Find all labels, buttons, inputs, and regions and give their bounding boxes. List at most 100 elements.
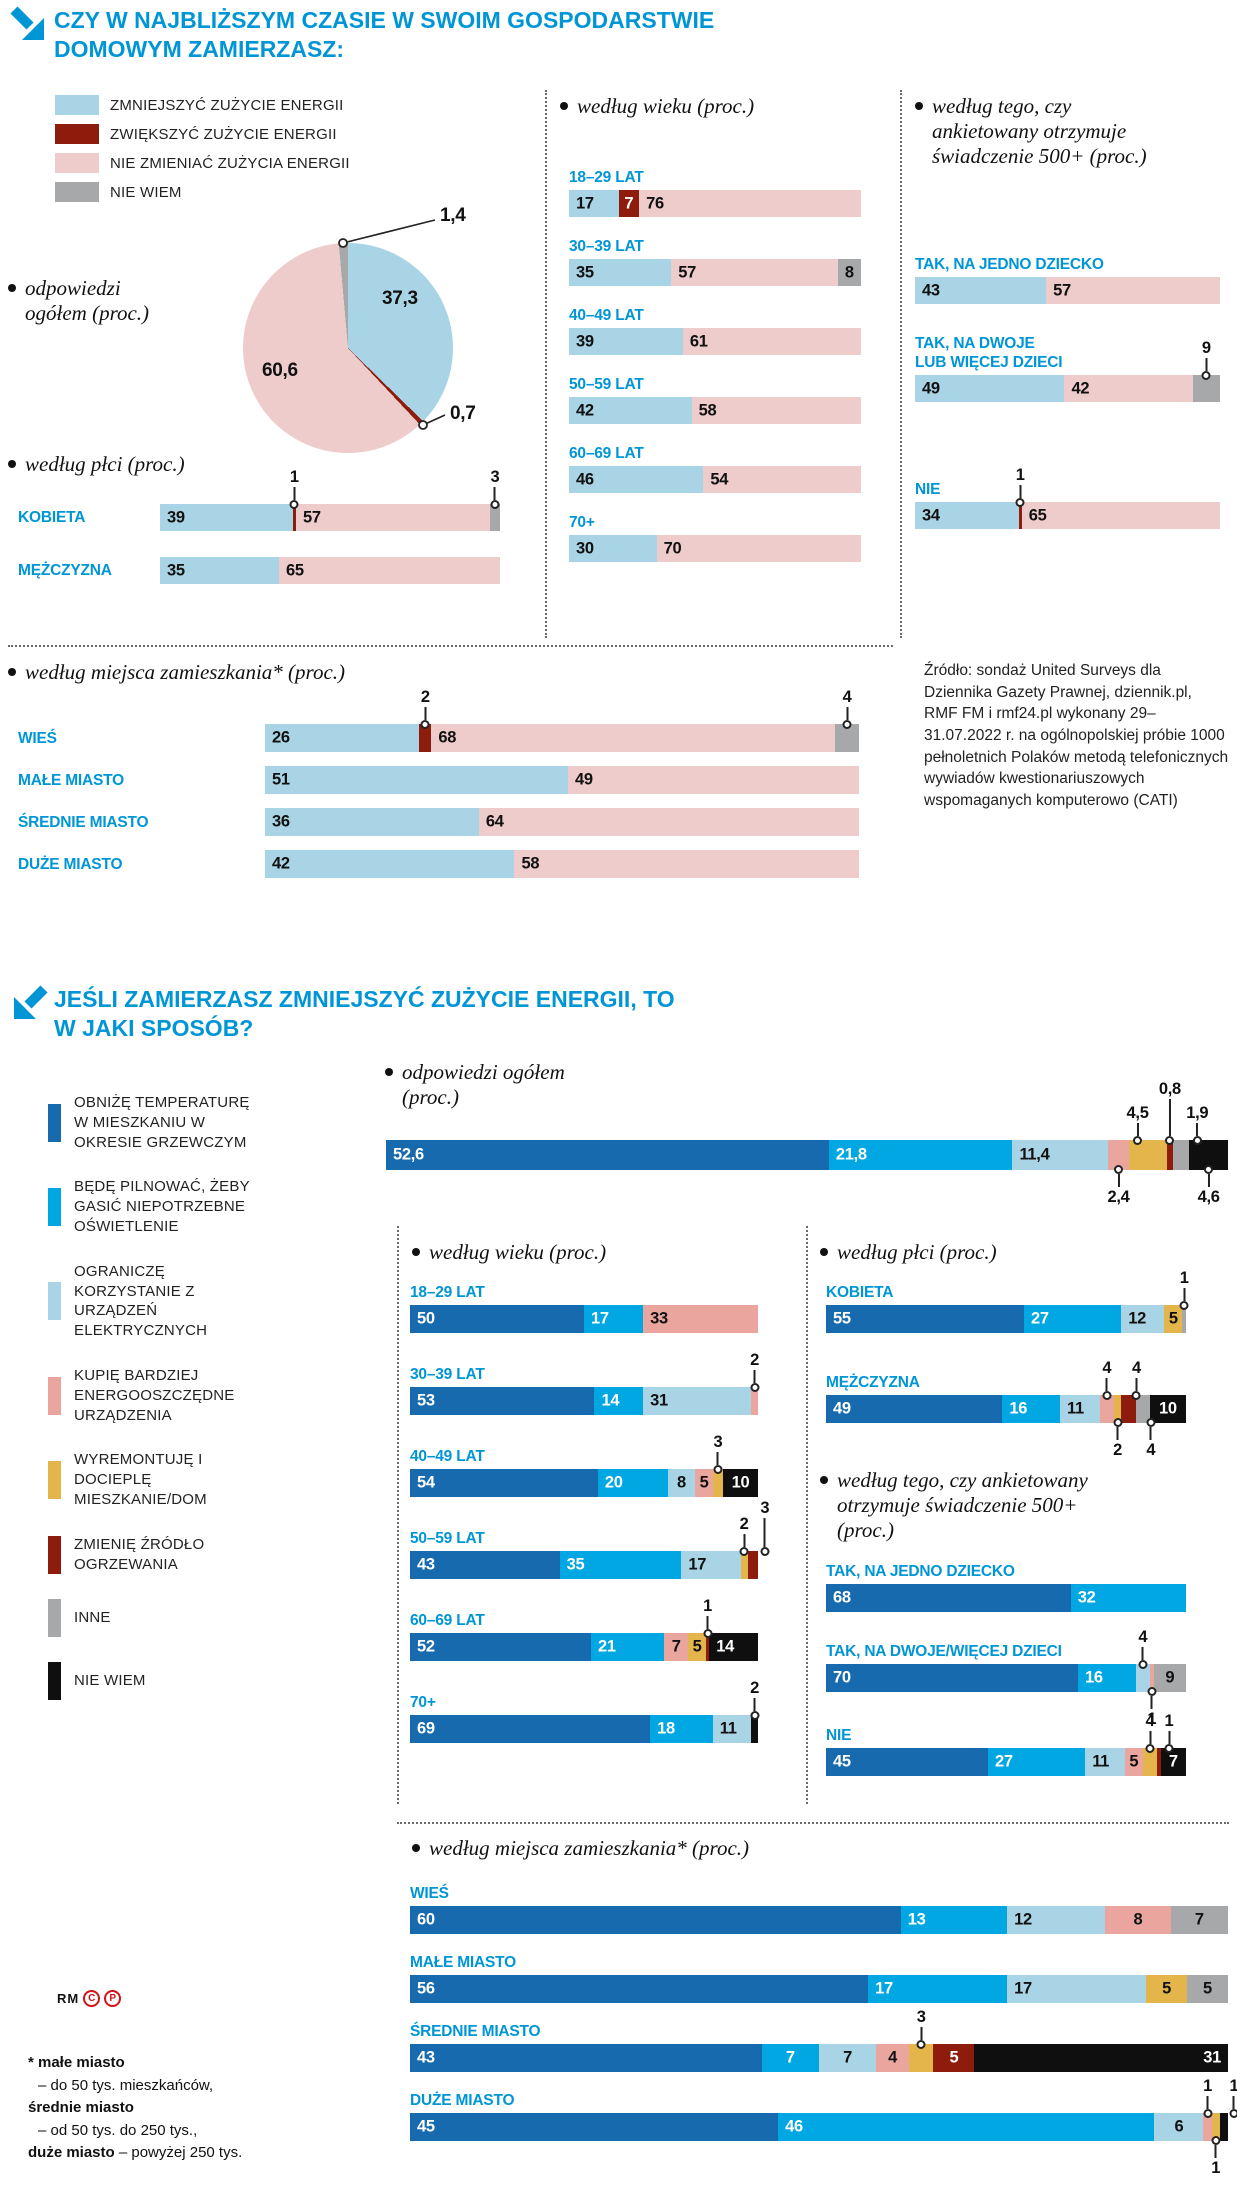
legend-item: ZMIENIĘ ŹRÓDŁO OGRZEWANIA — [48, 1535, 264, 1575]
bar-segment-pink: 65 — [279, 557, 500, 584]
footnote-line: – od 50 tys. do 250 tys., — [38, 2121, 198, 2139]
bar-segment-cyan: 21 — [590, 1633, 665, 1661]
callout: 1 — [289, 467, 299, 509]
callout: 2 — [750, 1678, 760, 1720]
callout-leader-line — [1141, 1647, 1144, 1660]
legend-swatch-red-icon — [55, 124, 99, 144]
bar-label: KOBIETA — [18, 509, 86, 526]
segment-value: 43 — [417, 1555, 435, 1574]
bar-label: DUŻE MIASTO — [410, 2092, 515, 2109]
legend-swatch-red-icon — [48, 1535, 61, 1574]
callout-leader-line — [1168, 1099, 1171, 1136]
legend-label: OBNIŻĘ TEMPERATURĘ W MIESZKANIU W OKRESI… — [74, 1094, 250, 1151]
bullet-icon — [8, 668, 16, 676]
bullet-icon — [385, 1068, 393, 1076]
dotted-divider-horizontal — [8, 645, 893, 647]
callout: 1 — [1179, 1268, 1189, 1310]
segment-value: 31 — [650, 1391, 668, 1410]
callout: 1 — [1211, 2136, 1220, 2179]
chart-row: 60–69 LAT 46 54 — [569, 444, 861, 493]
callout: 4 — [842, 687, 852, 729]
bar-segment-gray: 7 — [1170, 1906, 1228, 1934]
bar-label: 30–39 LAT — [569, 238, 644, 255]
callout-leader-line — [1150, 1696, 1153, 1709]
bullet-icon — [820, 1248, 828, 1256]
callout-marker-icon — [750, 1711, 760, 1720]
bar-track: 43 7 7 4 5 31 3 — [410, 2008, 1228, 2072]
bar-segment-blue: 35 — [160, 557, 279, 584]
bar-segment-navy: 60 — [410, 1906, 901, 1934]
chart-row: MAŁE MIASTO 56 17 17 5 5 — [410, 1953, 1228, 2003]
segment-value: 21,8 — [835, 1145, 867, 1164]
callout-marker-icon — [1204, 1165, 1214, 1174]
bar-segment-blue: 8 — [667, 1469, 696, 1497]
bar-segment-blue: 43 — [915, 277, 1047, 304]
bar-segment-blue: 26 — [265, 724, 420, 752]
chart-wedlug-plci-2: KOBIETA 55 27 12 5 1 MĘŻCZYZNA 49 16 11 10 4 2 4 4 — [826, 1269, 1189, 1458]
heading-text: według miejsca zamieszkania* (proc.) — [429, 1836, 750, 1860]
segment-value: 49 — [574, 770, 593, 789]
callout-leader-line — [1116, 1427, 1119, 1440]
segment-value: 7 — [671, 1637, 681, 1656]
bar-track: 56 17 17 5 5 — [410, 1975, 1228, 2003]
callout-marker-icon — [1102, 1391, 1112, 1400]
callout-marker-icon — [1229, 2109, 1237, 2118]
bar-track: 52,6 21,8 11,4 2,4 4,5 0,8 1,9 4,6 — [386, 1080, 1228, 1205]
bar-label: ŚREDNIE MIASTO — [410, 2023, 541, 2040]
callout-value: 1 — [1164, 1711, 1174, 1730]
chart-row: 70+ 69 18 11 2 — [410, 1679, 759, 1743]
callout: 4,5 — [1127, 1103, 1149, 1145]
callout: 1 — [1203, 2076, 1212, 2118]
bar-track: 70 16 9 4 1 — [826, 1628, 1186, 1727]
bar-segment-blue: 30 — [569, 535, 657, 562]
bar-segment-pink: 49 — [567, 766, 859, 794]
bar-track: 42 58 — [569, 397, 861, 424]
dotted-divider-vertical — [806, 1226, 808, 1804]
callout: 4 — [1131, 1358, 1141, 1400]
callout-leader-line — [1207, 1174, 1210, 1187]
callout-value: 1 — [1211, 2159, 1221, 2177]
chart-row: MĘŻCZYZNA 49 16 11 10 4 2 4 4 — [826, 1359, 1186, 1458]
segment-value: 16 — [1085, 1668, 1103, 1687]
callout-value: 2 — [1113, 1441, 1123, 1459]
bar-label: KOBIETA — [826, 1284, 894, 1301]
bar-track: 54 20 8 5 10 3 — [410, 1433, 758, 1497]
callout-value: 4 — [1138, 1627, 1148, 1646]
heading-wedlug-plci-1: według płci (proc.) — [8, 452, 308, 477]
chart-500plus-1: TAK, NA JEDNO DZIECKO 43 57 TAK, NA DWOJE L… — [915, 255, 1220, 529]
bar-track: 53 14 31 2 — [410, 1351, 759, 1415]
chart-row: TAK, NA DWOJE LUB WIĘCEJ DZIECI 49 42 9 — [915, 334, 1220, 402]
bar-segment-gray: 8 — [837, 259, 861, 286]
bar-track: 39 61 — [569, 328, 861, 355]
bar-label: MAŁE MIASTO — [18, 771, 125, 789]
bar-segment-salmon — [1203, 2113, 1212, 2141]
bar-segment-navy: 52 — [410, 1633, 591, 1661]
callout: 2 — [750, 1350, 759, 1392]
segment-value: 26 — [272, 728, 290, 747]
heading-miejsce-1: według miejsca zamieszkania* (proc.) — [8, 660, 528, 685]
segment-value: 11,4 — [1019, 1145, 1050, 1164]
legend-label: ZWIĘKSZYĆ ZUŻYCIE ENERGII — [110, 125, 337, 143]
bar-segment-salmon: 7 — [664, 1633, 689, 1661]
callout-marker-icon — [842, 720, 852, 729]
bar-label: 50–59 LAT — [410, 1530, 485, 1547]
section-arrow-icon — [14, 985, 48, 1019]
callout-leader-line — [1135, 1378, 1138, 1391]
bar-segment-blue: 42 — [265, 850, 515, 878]
callout-value: 4 — [1145, 1711, 1155, 1730]
bar-label: 50–59 LAT — [569, 376, 644, 393]
bar-segment-blue: 12 — [1121, 1305, 1165, 1333]
bar-segment-navy: 43 — [410, 2044, 762, 2072]
segment-value: 36 — [272, 812, 290, 831]
callout-leader-line — [1019, 485, 1022, 498]
segment-value: 58 — [521, 854, 540, 873]
bar-segment-navy: 52,6 — [386, 1140, 829, 1170]
bar-track: 50 17 33 — [410, 1305, 758, 1333]
pie-value-zmniejszyc: 37,3 — [382, 288, 418, 309]
bar-segment-red — [419, 724, 432, 752]
callout-leader-line — [424, 707, 427, 720]
bar-segment-blue: 42 — [569, 397, 692, 424]
segment-value: 10 — [731, 1473, 750, 1492]
bar-segment-yellow — [1128, 1140, 1167, 1170]
bar-segment-blue: 31 — [643, 1387, 752, 1415]
